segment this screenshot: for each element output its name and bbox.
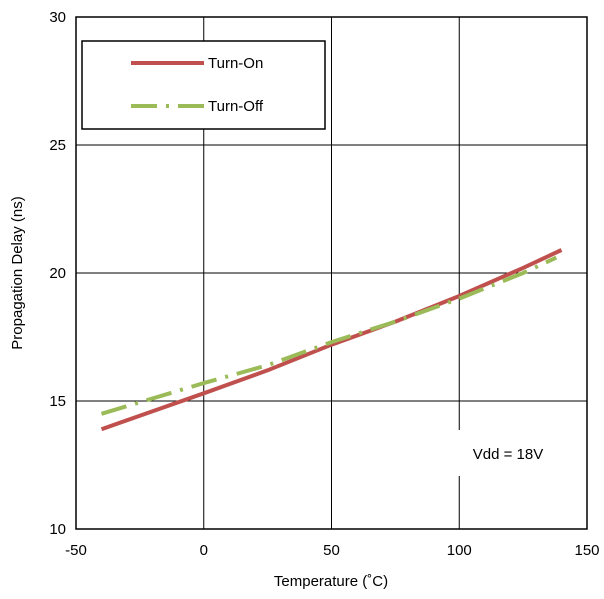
- series-line-turn-on: [100, 248, 563, 432]
- legend-label-turn-off: Turn-Off: [208, 98, 264, 115]
- series-layer: [100, 248, 563, 432]
- y-tick-label: 15: [49, 393, 66, 410]
- legend-label-turn-on: Turn-On: [208, 55, 263, 72]
- y-axis-title: Propagation Delay (ns): [9, 196, 26, 349]
- x-tick-label: 0: [200, 542, 208, 559]
- x-tick-label: 50: [323, 542, 340, 559]
- series-line-turn-off: [100, 255, 558, 416]
- legend: Turn-On Turn-Off: [81, 40, 326, 130]
- y-tick-label: 10: [49, 521, 66, 538]
- x-tick-label: 150: [574, 542, 599, 559]
- annotation-vdd-text: Vdd = 18V: [473, 446, 543, 463]
- y-tick-label: 20: [49, 265, 66, 282]
- y-tick-label: 30: [49, 9, 66, 26]
- y-tick-labels: 10 15 20 25 30: [49, 9, 66, 538]
- x-tick-label: -50: [65, 542, 87, 559]
- x-axis-title: Temperature (˚C): [274, 573, 388, 590]
- legend-box: [81, 40, 326, 130]
- annotation-vdd: Vdd = 18V: [448, 430, 568, 476]
- x-tick-label: 100: [447, 542, 472, 559]
- annotation-box: [448, 430, 568, 476]
- y-tick-label: 25: [49, 137, 66, 154]
- x-tick-labels: -50 0 50 100 150: [65, 542, 599, 559]
- plot-area-border: [75, 16, 588, 530]
